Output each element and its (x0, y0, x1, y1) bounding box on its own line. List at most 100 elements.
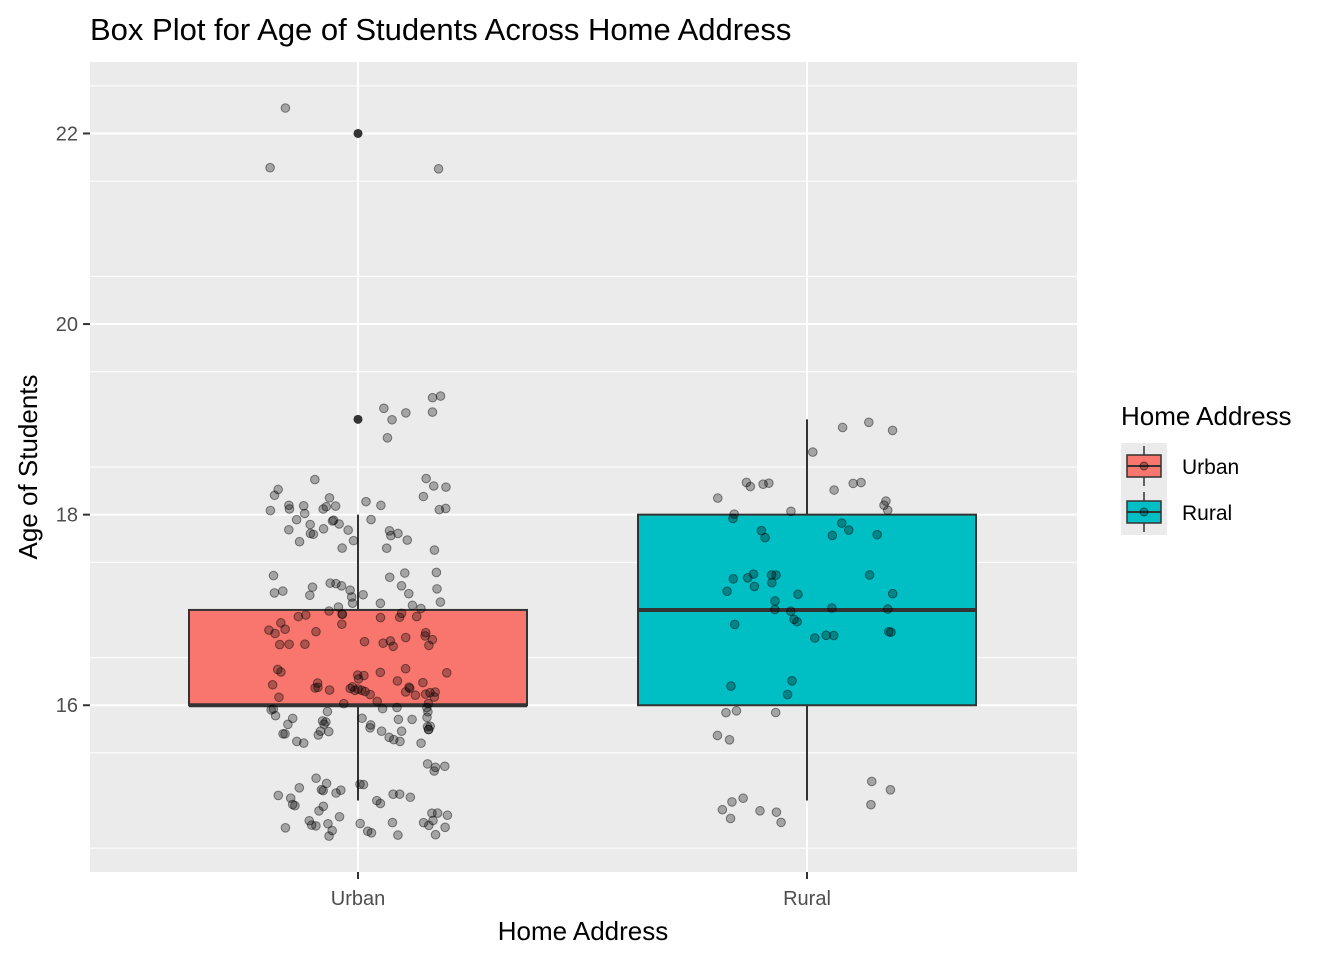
jitter-point (337, 619, 347, 630)
jitter-point (265, 162, 275, 173)
jitter-point (424, 640, 434, 651)
legend-title: Home Address (1121, 401, 1292, 431)
jitter-point (334, 811, 345, 822)
jitter-point (387, 817, 398, 828)
jitter-point (396, 726, 407, 737)
jitter-point (864, 417, 874, 428)
jitter-point (785, 606, 796, 617)
jitter-point (266, 705, 276, 715)
jitter-point (843, 525, 854, 535)
box-rural (637, 419, 977, 801)
jitter-point (310, 474, 320, 485)
y-axis-title: Age of Students (13, 374, 43, 559)
box-urban (188, 128, 528, 801)
jitter-point (379, 403, 389, 414)
jitter-point (304, 815, 315, 826)
jitter-point (314, 806, 324, 816)
jitter-point (359, 670, 369, 681)
jitter-point (394, 789, 405, 799)
jitter-point (787, 676, 797, 686)
jitter-point (338, 698, 349, 709)
jitter-point (348, 535, 359, 546)
jitter-point (435, 597, 446, 607)
boxes (188, 128, 977, 801)
jitter-point (430, 687, 440, 697)
jitter-point (358, 589, 368, 600)
y-tick-label: 16 (56, 695, 78, 717)
jitter-point (418, 491, 429, 502)
jitter-point (422, 712, 432, 723)
jitter-point (331, 578, 341, 589)
jitter-point (423, 724, 434, 735)
legend-item-urban: Urban (1121, 443, 1239, 489)
jitter-point (381, 543, 392, 554)
jitter-point (866, 799, 876, 810)
jitter-point (264, 625, 274, 635)
jitter-point (441, 482, 451, 492)
jitter-point (324, 831, 334, 841)
jitter-point (324, 685, 335, 695)
y-tick-label: 22 (56, 123, 78, 145)
jitter-point (393, 830, 403, 840)
jitter-point (268, 704, 279, 714)
jitter-point (305, 519, 315, 530)
jitter-point (317, 716, 328, 726)
jitter-point (315, 726, 326, 737)
jitter-point (829, 485, 839, 495)
jitter-point (423, 698, 434, 709)
jitter-point (365, 720, 376, 730)
jitter-point (403, 588, 414, 599)
jitter-point (401, 408, 411, 418)
jitter-point (355, 818, 365, 829)
x-axis-title: Home Address (498, 916, 669, 946)
jitter-point (405, 683, 415, 694)
jitter-point (864, 570, 875, 580)
jitter-point (384, 732, 394, 743)
jitter-point (352, 670, 363, 680)
jitter-point (881, 496, 891, 506)
jitter-point (770, 604, 780, 615)
jitter-point (375, 798, 386, 809)
jitter-point (400, 632, 411, 643)
jitter-point (742, 573, 753, 583)
x-tick-label: Rural (783, 888, 831, 910)
jitter-point (435, 391, 446, 401)
jitter-point (429, 692, 440, 702)
jitter-point (321, 717, 331, 727)
y-axis: 16 18 20 22 (56, 123, 90, 717)
jitter-point (756, 525, 767, 536)
jitter-point (789, 614, 799, 625)
jitter-point (377, 703, 388, 714)
jitter-point (280, 729, 290, 739)
legend-key-point (1139, 461, 1149, 471)
legend: Home Address Urban Rural (1121, 401, 1292, 535)
jitter-point (395, 736, 405, 747)
jitter-point (318, 785, 328, 796)
jitter-point (856, 477, 866, 488)
jitter-point (333, 602, 344, 612)
jitter-point (722, 586, 732, 597)
jitter-point (324, 606, 334, 616)
jitter-point (284, 524, 294, 535)
jitter-point (741, 477, 752, 488)
jitter-point (312, 678, 323, 688)
jitter-point (886, 627, 896, 637)
jitter-point (712, 730, 723, 741)
jitter-point (402, 535, 413, 545)
jitter-point (323, 818, 333, 829)
jitter-point (441, 668, 452, 678)
jitter-point (274, 692, 284, 703)
jitter-point (360, 686, 370, 697)
jitter-point (416, 738, 426, 748)
jitter-point (272, 664, 283, 675)
jitter-point (760, 532, 770, 543)
jitter-point (280, 624, 290, 635)
box-body (188, 608, 528, 707)
jitter-point (313, 730, 324, 740)
jitter-point (420, 627, 431, 638)
jitter-point (265, 505, 276, 516)
jitter-point (372, 795, 382, 806)
jitter-point (298, 738, 309, 748)
jitter-point (316, 784, 327, 795)
jitter-point (321, 778, 332, 789)
